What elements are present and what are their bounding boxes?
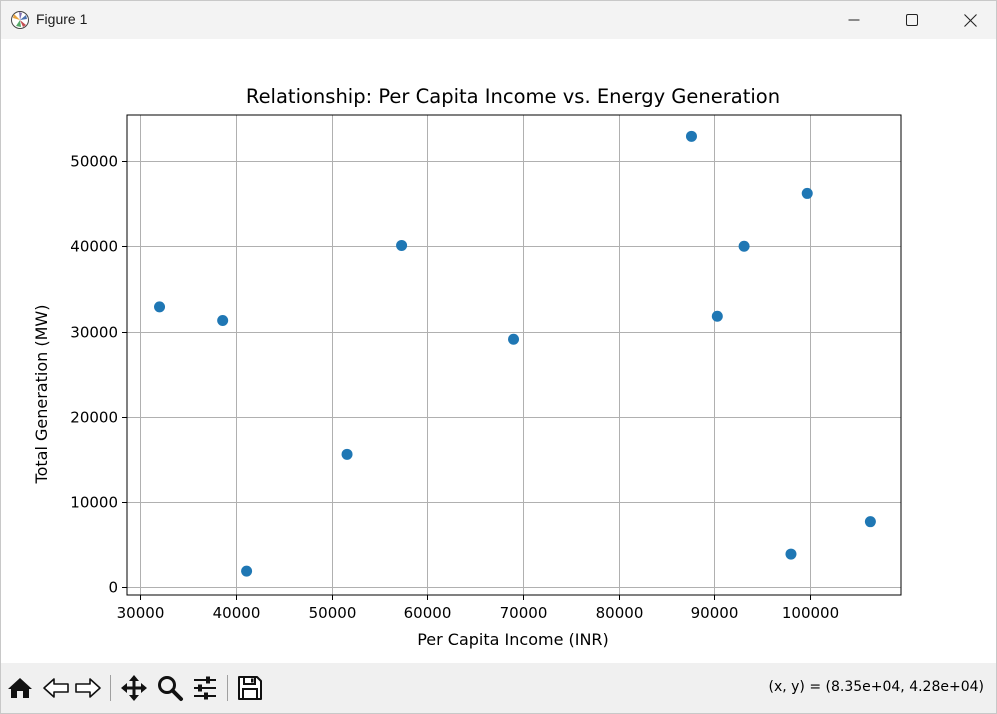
scatter-chart: 30000 40000 50000 60000 70000 80000 90000 10000… (32, 85, 902, 649)
y-tick-label: 10000 (70, 494, 118, 512)
y-tick-label: 20000 (70, 409, 118, 427)
scatter-point (396, 239, 408, 251)
forward-arrow-icon (74, 677, 102, 699)
scatter-point (785, 548, 797, 560)
chart-title: Relationship: Per Capita Income vs. Ener… (246, 85, 780, 108)
close-icon (963, 13, 977, 27)
toolbar-separator (227, 675, 228, 701)
home-icon (7, 676, 33, 700)
maximize-button[interactable] (883, 1, 941, 39)
x-tick-label: 60000 (404, 604, 452, 622)
figure-canvas[interactable]: 30000 40000 50000 60000 70000 80000 90000 10000… (1, 39, 996, 663)
y-tick-label: 40000 (70, 238, 118, 256)
zoom-magnifier-icon (156, 674, 184, 702)
configure-subplots-icon (192, 675, 218, 701)
scatter-point (801, 187, 813, 199)
window-title: Figure 1 (36, 11, 88, 27)
minimize-button[interactable] (825, 1, 883, 39)
scatter-point (711, 310, 723, 322)
x-tick-label: 90000 (691, 604, 739, 622)
matplotlib-logo-icon (10, 10, 30, 30)
cursor-coordinates: (x, y) = (8.35e+04, 4.28e+04) (768, 679, 984, 695)
x-tick-label: 80000 (596, 604, 644, 622)
y-axis-ticks: 0 10000 20000 30000 40000 50000 (70, 153, 127, 597)
pan-button[interactable] (119, 673, 149, 703)
maximize-icon (906, 14, 918, 26)
zoom-button[interactable] (155, 673, 185, 703)
scatter-point (508, 333, 520, 345)
save-icon (237, 675, 263, 701)
y-tick-label: 50000 (70, 153, 118, 171)
scatter-point (738, 240, 750, 252)
scatter-point (241, 565, 253, 577)
y-tick-label: 0 (108, 579, 118, 597)
scatter-point (864, 516, 876, 528)
configure-subplots-button[interactable] (190, 673, 220, 703)
pan-move-icon (120, 674, 148, 702)
scatter-point (154, 301, 166, 313)
axes-frame (126, 114, 902, 596)
data-points (154, 130, 876, 577)
x-tick-label: 50000 (309, 604, 357, 622)
y-axis-label: Total Generation (MW) (32, 305, 51, 485)
scatter-point (217, 314, 229, 326)
scatter-point (685, 130, 697, 142)
grid-lines (127, 115, 901, 595)
x-tick-label: 30000 (117, 604, 165, 622)
y-tick-label: 30000 (70, 324, 118, 342)
toolbar-separator (110, 675, 111, 701)
x-axis-label: Per Capita Income (INR) (417, 630, 609, 649)
save-button[interactable] (235, 673, 265, 703)
x-tick-label: 70000 (500, 604, 548, 622)
x-tick-label: 100000 (782, 604, 839, 622)
close-button[interactable] (941, 1, 997, 39)
scatter-point (341, 448, 353, 460)
title-bar[interactable]: Figure 1 (1, 1, 996, 39)
back-button[interactable] (41, 673, 71, 703)
back-arrow-icon (42, 677, 70, 699)
forward-button[interactable] (73, 673, 103, 703)
x-axis-ticks: 30000 40000 50000 60000 70000 80000 90000 10000… (117, 595, 839, 622)
minimize-icon (848, 14, 860, 26)
navigation-toolbar: (x, y) = (8.35e+04, 4.28e+04) (1, 663, 996, 713)
home-button[interactable] (5, 673, 35, 703)
x-tick-label: 40000 (213, 604, 261, 622)
